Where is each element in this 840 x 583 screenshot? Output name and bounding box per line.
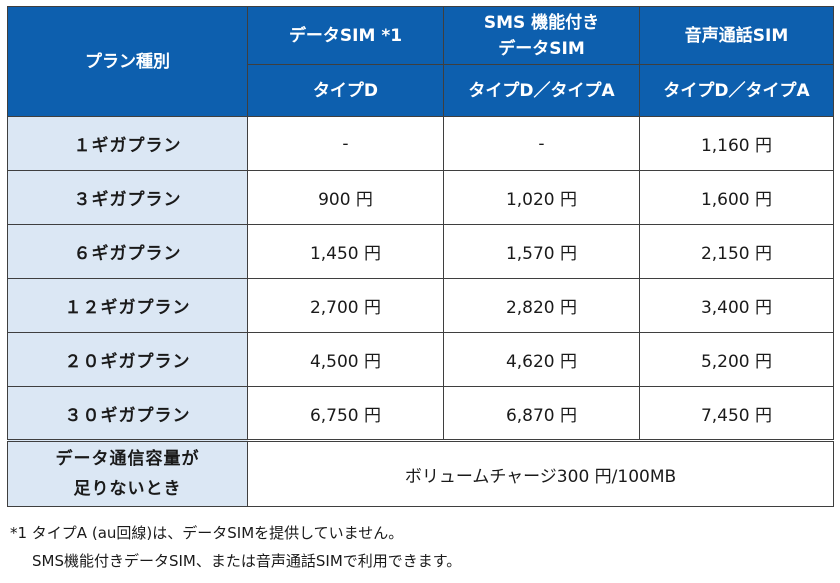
- price-data-sim: 1,450 円: [247, 224, 444, 279]
- price-sms-sim: 2,820 円: [443, 278, 640, 333]
- price-voice-sim: 1,160 円: [639, 116, 834, 171]
- price-data-sim: 4,500 円: [247, 332, 444, 387]
- price-voice-sim: 7,450 円: [639, 386, 834, 441]
- price-data-sim: -: [247, 116, 444, 171]
- header-data-sim: データSIM *1: [247, 6, 444, 65]
- plan-name: ２０ギガプラン: [7, 332, 248, 387]
- footnote: *1 タイプA (au回線)は、データSIMを提供していません。 SMS機能付き…: [10, 519, 461, 575]
- price-voice-sim: 3,400 円: [639, 278, 834, 333]
- plan-name: １ギガプラン: [7, 116, 248, 171]
- header-voice-sim: 音声通話SIM: [639, 6, 834, 65]
- shortage-label: データ通信容量が 足りないとき: [7, 439, 248, 507]
- shortage-label-line2: 足りないとき: [73, 479, 182, 499]
- table-row: ６ギガプラン 1,450 円 1,570 円 2,150 円: [7, 224, 834, 279]
- header-sms-line1: SMS 機能付き: [483, 12, 600, 33]
- price-sms-sim: 1,020 円: [443, 170, 640, 225]
- table-row: １２ギガプラン 2,700 円 2,820 円 3,400 円: [7, 278, 834, 333]
- header-row-types: タイプD タイプD／タイプA タイプD／タイプA: [8, 64, 834, 117]
- price-voice-sim: 2,150 円: [639, 224, 834, 279]
- table-row: １ギガプラン - - 1,160 円: [7, 116, 834, 171]
- header-sms-data-sim: SMS 機能付き データSIM: [443, 6, 640, 65]
- price-sms-sim: 4,620 円: [443, 332, 640, 387]
- table-row: ３０ギガプラン 6,750 円 6,870 円 7,450 円: [7, 386, 834, 441]
- header-type-sms: タイプD／タイプA: [443, 64, 640, 117]
- price-data-sim: 900 円: [247, 170, 444, 225]
- table-row: ２０ギガプラン 4,500 円 4,620 円 5,200 円: [7, 332, 834, 387]
- header-sms-line2: データSIM: [498, 38, 585, 59]
- price-data-sim: 6,750 円: [247, 386, 444, 441]
- footnote-line2: SMS機能付きデータSIM、または音声通話SIMで利用できます。: [32, 552, 462, 570]
- header-plan-type: プラン種別: [7, 6, 248, 117]
- price-sms-sim: 6,870 円: [443, 386, 640, 441]
- footnote-line1: *1 タイプA (au回線)は、データSIMを提供していません。: [10, 524, 404, 542]
- price-sms-sim: -: [443, 116, 640, 171]
- plan-name: １２ギガプラン: [7, 278, 248, 333]
- price-voice-sim: 5,200 円: [639, 332, 834, 387]
- plan-name: ３０ギガプラン: [7, 386, 248, 441]
- header-type-voice: タイプD／タイプA: [639, 64, 834, 117]
- shortage-row: データ通信容量が 足りないとき ボリュームチャージ300 円/100MB: [7, 439, 834, 507]
- price-table: プラン種別 データSIM *1 SMS 機能付き データSIM 音声通話SIM …: [7, 6, 834, 507]
- header-row-top: プラン種別 データSIM *1 SMS 機能付き データSIM 音声通話SIM: [7, 6, 834, 117]
- volume-charge-value: ボリュームチャージ300 円/100MB: [247, 439, 834, 507]
- price-voice-sim: 1,600 円: [639, 170, 834, 225]
- price-data-sim: 2,700 円: [247, 278, 444, 333]
- header-type-data: タイプD: [247, 64, 444, 117]
- price-sms-sim: 1,570 円: [443, 224, 640, 279]
- table-row: ３ギガプラン 900 円 1,020 円 1,600 円: [7, 170, 834, 225]
- plan-name: ３ギガプラン: [7, 170, 248, 225]
- shortage-label-line1: データ通信容量が: [55, 449, 200, 469]
- plan-name: ６ギガプラン: [7, 224, 248, 279]
